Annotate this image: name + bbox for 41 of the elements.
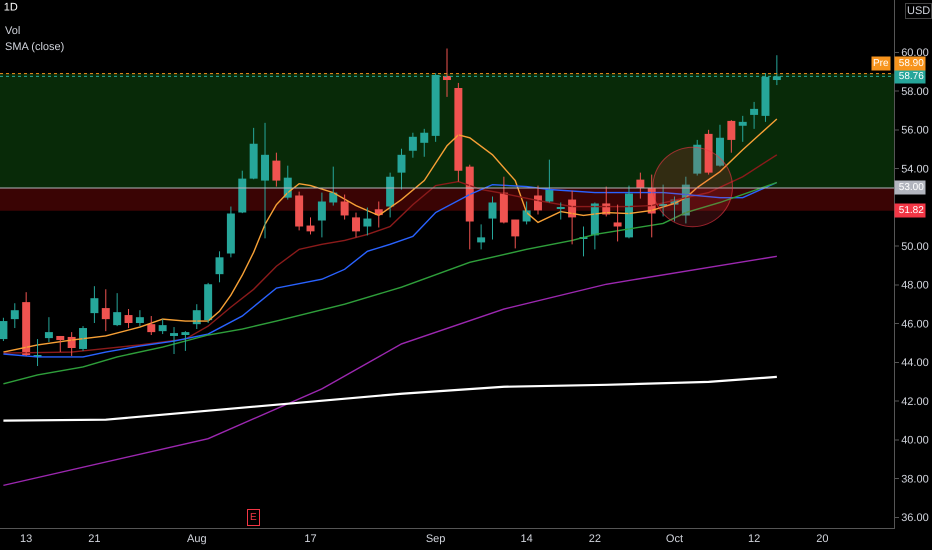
- x-tick-label: 12: [748, 533, 760, 546]
- x-tick-label: 13: [20, 533, 32, 546]
- y-tick-label: 48.00: [901, 280, 929, 292]
- y-tick-label: 38.00: [901, 473, 929, 486]
- ref-line-label: 58.76: [896, 71, 924, 82]
- y-tick-label: 40.00: [901, 434, 929, 447]
- band-label: 51.82: [896, 205, 924, 216]
- ref-line-label: 53.00: [896, 182, 924, 193]
- y-tick-label: 44.00: [901, 357, 929, 370]
- y-tick-label: 58.00: [901, 86, 929, 98]
- x-tick-label: 20: [816, 533, 828, 546]
- y-tick-label: 54.00: [901, 163, 929, 176]
- annotation: Vol: [5, 25, 20, 37]
- y-tick-label: 46.00: [901, 318, 929, 330]
- ref-line-label: 58.90: [896, 58, 924, 69]
- line-series: [2, 256, 778, 486]
- line-series: [2, 118, 778, 353]
- y-tick-label: 56.00: [901, 124, 929, 137]
- annotation: SMA (close): [5, 41, 64, 53]
- candlestick: [738, 115, 747, 142]
- x-tick-label: 21: [88, 533, 101, 546]
- x-tick-label: 17: [304, 533, 317, 546]
- candlestick: [306, 216, 314, 235]
- y-tick-label: 50.00: [901, 240, 929, 253]
- y-tick-label: 42.00: [901, 396, 929, 408]
- annotation: E: [250, 512, 257, 523]
- candlestick: [136, 310, 144, 327]
- line-series: [2, 376, 778, 422]
- x-tick-label: 14: [520, 533, 533, 546]
- text: USD: [907, 5, 930, 17]
- annotation: Pre: [873, 58, 889, 69]
- line-series: [2, 154, 778, 354]
- chart-title: 1D: [4, 1, 18, 14]
- x-tick-label: Sep: [426, 533, 446, 546]
- candlestick: [181, 330, 190, 352]
- x-tick-label: Oct: [666, 533, 684, 546]
- candlestick: [170, 326, 178, 354]
- y-tick-label: 60.00: [901, 47, 929, 60]
- x-tick-label: Aug: [186, 533, 207, 546]
- x-tick-label: 22: [588, 533, 601, 546]
- y-tick-label: 36.00: [901, 512, 929, 524]
